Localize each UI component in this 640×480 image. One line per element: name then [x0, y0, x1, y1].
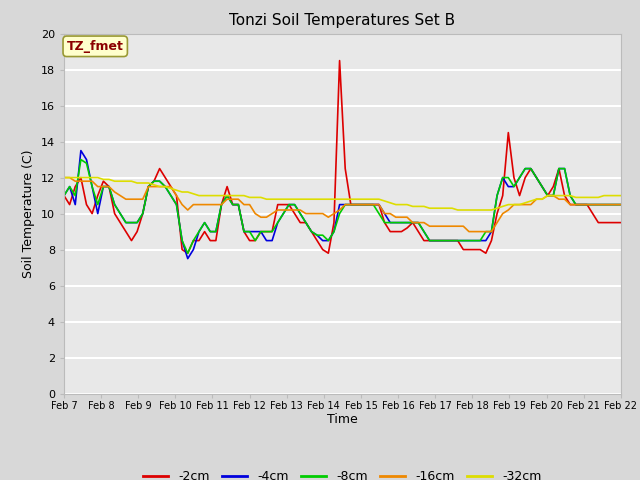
-2cm [336, 58, 344, 63]
-2cm [358, 202, 366, 207]
Line: -2cm: -2cm [64, 60, 621, 253]
Line: -32cm: -32cm [64, 178, 621, 210]
-32cm [595, 194, 602, 200]
-8cm [403, 220, 411, 226]
-32cm [167, 185, 175, 191]
-32cm [577, 194, 585, 200]
-8cm [184, 251, 191, 256]
Line: -8cm: -8cm [64, 159, 621, 253]
-8cm [358, 202, 366, 207]
Text: TZ_fmet: TZ_fmet [67, 40, 124, 53]
-2cm [600, 220, 608, 226]
-4cm [617, 202, 625, 207]
Title: Tonzi Soil Temperatures Set B: Tonzi Soil Temperatures Set B [229, 13, 456, 28]
-2cm [167, 184, 175, 190]
-16cm [347, 202, 355, 207]
-2cm [60, 192, 68, 199]
-16cm [189, 202, 197, 207]
-4cm [60, 192, 68, 199]
-4cm [173, 202, 180, 207]
Y-axis label: Soil Temperature (C): Soil Temperature (C) [22, 149, 35, 278]
-4cm [583, 202, 591, 207]
-8cm [583, 202, 591, 207]
-4cm [184, 256, 191, 262]
Legend: -2cm, -4cm, -8cm, -16cm, -32cm: -2cm, -4cm, -8cm, -16cm, -32cm [138, 465, 547, 480]
-8cm [173, 202, 180, 207]
-32cm [60, 175, 68, 180]
-32cm [392, 202, 399, 207]
-4cm [77, 148, 84, 154]
-4cm [358, 202, 366, 207]
-8cm [600, 202, 608, 207]
Line: -16cm: -16cm [64, 178, 621, 231]
-4cm [403, 220, 411, 226]
-2cm [403, 225, 411, 231]
X-axis label: Time: Time [327, 413, 358, 426]
-16cm [577, 202, 585, 207]
-4cm [600, 202, 608, 207]
-32cm [617, 192, 625, 199]
-32cm [189, 191, 197, 197]
-16cm [465, 228, 473, 234]
-2cm [195, 238, 203, 243]
-16cm [60, 175, 68, 180]
-8cm [60, 192, 68, 199]
-16cm [167, 184, 175, 190]
-16cm [617, 202, 625, 207]
-32cm [454, 207, 461, 213]
-32cm [347, 196, 355, 202]
-8cm [77, 156, 84, 162]
-8cm [201, 220, 209, 226]
-8cm [617, 202, 625, 207]
-2cm [583, 202, 591, 207]
-4cm [201, 220, 209, 226]
Line: -4cm: -4cm [64, 151, 621, 259]
-2cm [617, 220, 625, 226]
-2cm [184, 251, 191, 256]
-16cm [392, 214, 399, 220]
-16cm [595, 202, 602, 207]
